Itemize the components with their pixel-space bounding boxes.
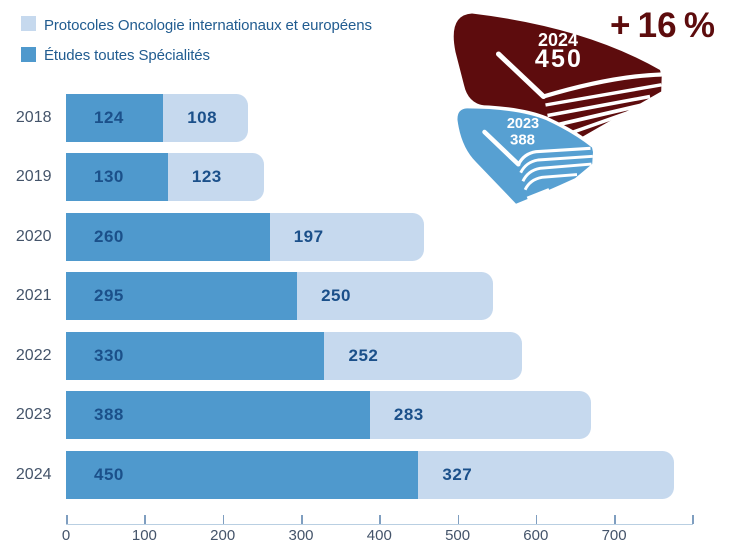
svg-text:2023: 2023 [507, 116, 539, 132]
svg-text:450: 450 [535, 45, 583, 73]
svg-text:388: 388 [510, 132, 535, 149]
svg-text:+ 16 %: + 16 % [610, 6, 715, 45]
svg-text:2024: 2024 [538, 30, 578, 50]
